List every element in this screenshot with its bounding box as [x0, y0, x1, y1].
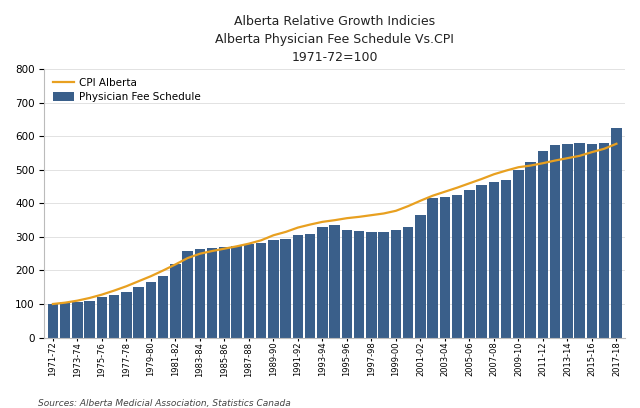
CPI Alberta — [515, 165, 522, 170]
Bar — [109, 295, 120, 337]
Bar — [97, 297, 107, 337]
Bar — [538, 151, 548, 337]
CPI Alberta — [478, 177, 486, 182]
CPI Alberta — [221, 246, 228, 251]
Bar — [452, 195, 462, 337]
CPI Alberta — [502, 168, 510, 173]
Bar — [378, 232, 389, 337]
Bar — [415, 215, 426, 337]
Bar — [244, 244, 254, 337]
Title: Alberta Relative Growth Indicies
Alberta Physician Fee Schedule Vs.CPI
1971-72=1: Alberta Relative Growth Indicies Alberta… — [215, 15, 454, 64]
Bar — [440, 197, 450, 337]
Bar — [292, 235, 303, 337]
Bar — [170, 264, 180, 337]
CPI Alberta — [282, 229, 289, 234]
Bar — [121, 292, 132, 337]
CPI Alberta — [331, 218, 339, 223]
CPI Alberta — [441, 189, 449, 194]
CPI Alberta — [612, 141, 620, 146]
CPI Alberta — [404, 204, 412, 208]
Bar — [562, 144, 573, 337]
Bar — [476, 185, 487, 337]
CPI Alberta — [209, 248, 216, 253]
Bar — [464, 190, 475, 337]
Bar — [182, 251, 193, 337]
Bar — [195, 249, 205, 337]
Bar — [489, 182, 499, 337]
Bar — [587, 144, 597, 337]
Bar — [48, 304, 58, 337]
Bar — [305, 234, 316, 337]
Bar — [280, 239, 291, 337]
CPI Alberta — [257, 238, 265, 243]
CPI Alberta — [588, 150, 596, 155]
Text: Sources: Alberta Medicial Association, Statistics Canada: Sources: Alberta Medicial Association, S… — [38, 399, 291, 408]
CPI Alberta — [123, 284, 131, 289]
Bar — [158, 276, 168, 337]
Bar — [84, 301, 95, 337]
Bar — [268, 240, 278, 337]
CPI Alberta — [417, 198, 424, 203]
CPI Alberta — [319, 220, 326, 224]
Bar — [232, 246, 242, 337]
CPI Alberta — [307, 222, 314, 227]
Bar — [146, 282, 156, 337]
Bar — [525, 162, 536, 337]
CPI Alberta — [355, 214, 363, 219]
Bar — [256, 243, 266, 337]
Bar — [60, 302, 70, 337]
Bar — [599, 143, 609, 337]
CPI Alberta — [576, 153, 584, 158]
CPI Alberta — [110, 288, 118, 293]
CPI Alberta — [380, 211, 387, 216]
CPI Alberta — [527, 163, 534, 168]
CPI Alberta — [233, 244, 241, 249]
CPI Alberta — [453, 185, 461, 190]
Bar — [513, 170, 524, 337]
Bar — [575, 143, 585, 337]
CPI Alberta — [294, 225, 302, 230]
Bar — [611, 128, 621, 337]
CPI Alberta — [196, 251, 204, 256]
Bar — [342, 230, 352, 337]
CPI Alberta — [539, 161, 547, 166]
Bar — [390, 230, 401, 337]
Bar — [550, 145, 561, 337]
CPI Alberta — [135, 279, 143, 284]
CPI Alberta — [465, 181, 473, 186]
CPI Alberta — [600, 146, 608, 151]
CPI Alberta — [159, 268, 167, 273]
Bar — [366, 232, 376, 337]
Bar — [207, 248, 218, 337]
CPI Alberta — [74, 298, 81, 303]
Bar — [428, 198, 438, 337]
Bar — [354, 231, 364, 337]
CPI Alberta — [564, 156, 572, 161]
CPI Alberta — [551, 158, 559, 163]
Bar — [220, 247, 230, 337]
CPI Alberta — [367, 213, 375, 217]
CPI Alberta — [245, 241, 253, 246]
Bar — [72, 302, 83, 337]
CPI Alberta — [490, 172, 498, 177]
CPI Alberta — [86, 295, 93, 300]
CPI Alberta — [429, 193, 436, 198]
CPI Alberta — [184, 256, 191, 261]
CPI Alberta — [49, 302, 57, 306]
Legend: CPI Alberta, Physician Fee Schedule: CPI Alberta, Physician Fee Schedule — [49, 75, 204, 105]
Bar — [330, 225, 340, 337]
CPI Alberta — [61, 300, 69, 305]
Bar — [501, 180, 511, 337]
CPI Alberta — [172, 262, 179, 267]
Bar — [317, 227, 328, 337]
Line: CPI Alberta: CPI Alberta — [53, 144, 616, 304]
CPI Alberta — [147, 274, 155, 279]
Bar — [403, 227, 413, 337]
CPI Alberta — [98, 292, 106, 297]
CPI Alberta — [343, 216, 351, 221]
CPI Alberta — [392, 208, 400, 213]
CPI Alberta — [269, 233, 277, 238]
Bar — [134, 287, 144, 337]
